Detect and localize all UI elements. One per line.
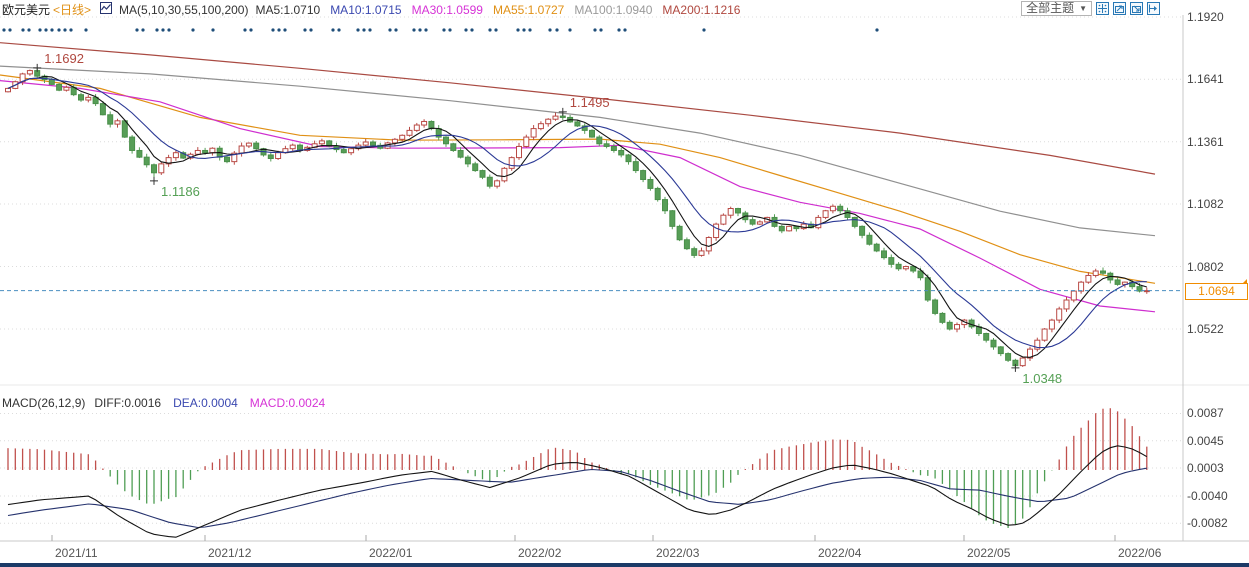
date-tick-label: 2022/04 xyxy=(818,546,862,560)
date-tick-label: 2022/06 xyxy=(1118,546,1162,560)
ma-legend-item: MA30:1.0599 xyxy=(411,2,483,17)
ma-legend-item: MA5:1.0710 xyxy=(255,2,321,17)
date-tick-label: 2021/11 xyxy=(55,546,98,560)
zoom-forward-icon[interactable] xyxy=(1130,2,1143,15)
macd-header: MACD(26,12,9) DIFF:0.0016 DEA:0.0004 MACD:… xyxy=(2,396,325,410)
price-tick-label: 1.1361 xyxy=(1187,134,1224,149)
price-tick-label: 1.0522 xyxy=(1187,322,1224,337)
date-tick-label: 2021/12 xyxy=(208,546,252,560)
macd-tick-label: 0.0003 xyxy=(1187,461,1224,476)
theme-dropdown[interactable]: 全部主题 ▼ xyxy=(1021,1,1092,16)
price-annotation: 1.1495 xyxy=(569,94,610,110)
price-annotation: 1.0348 xyxy=(1022,370,1063,386)
date-tick-label: 2022/03 xyxy=(656,546,700,560)
macd-tick-label: -0.0082 xyxy=(1187,516,1228,531)
date-tick-label: 2022/02 xyxy=(518,546,562,560)
price-tick-label: 1.1920 xyxy=(1187,10,1224,24)
crosshair-icon[interactable] xyxy=(1096,2,1109,15)
price-tick-label: 1.0802 xyxy=(1187,259,1224,274)
kline-icon xyxy=(100,2,113,17)
macd-legend-item: DIFF:0.0016 xyxy=(94,396,162,410)
ma-group-label: MA(5,10,30,55,100,200) xyxy=(119,2,249,17)
macd-legend-item: MACD:0.0024 xyxy=(249,396,326,410)
date-tick-label: 2022/01 xyxy=(369,546,413,560)
price-annotation: 1.1186 xyxy=(161,183,200,199)
ma-legend-item: MA55:1.0727 xyxy=(492,2,565,17)
price-annotation: 1.1692 xyxy=(44,50,84,66)
macd-tick-label: 0.0087 xyxy=(1187,406,1224,421)
ma-legend-item: MA100:1.0940 xyxy=(574,2,653,17)
macd-tick-label: -0.0040 xyxy=(1187,489,1228,503)
ma-legend-item: MA10:1.0715 xyxy=(330,2,402,17)
ma-legend: MA5:1.0710 MA10:1.0715 MA30:1.0599 MA55:1.0… xyxy=(255,3,740,17)
ma-legend-item: MA200:1.1216 xyxy=(662,2,741,17)
chevron-down-icon: ▼ xyxy=(1079,4,1087,13)
macd-params-label: MACD(26,12,9) xyxy=(2,396,86,410)
last-price-tag: 1.0694 xyxy=(1185,283,1248,300)
chart-header: 欧元美元 <日线> MA(5,10,30,55,100,200) MA5:1.0… xyxy=(2,1,740,18)
window-bottom-edge xyxy=(0,563,1249,567)
macd-tick-label: 0.0045 xyxy=(1187,433,1224,448)
chart-toolbar: 全部主题 ▼ xyxy=(1021,1,1160,16)
goto-latest-icon[interactable] xyxy=(1147,2,1160,15)
date-tick-label: 2022/05 xyxy=(967,546,1011,560)
period-label: <日线> xyxy=(53,3,92,17)
zoom-back-icon[interactable] xyxy=(1113,2,1126,15)
macd-values: DIFF:0.0016 DEA:0.0004 MACD:0.0024 xyxy=(94,396,325,410)
theme-dropdown-label: 全部主题 xyxy=(1026,1,1075,15)
price-tick-label: 1.1082 xyxy=(1187,197,1224,212)
macd-legend-item: DEA:0.0004 xyxy=(173,396,238,410)
symbol-name: 欧元美元 xyxy=(2,3,51,17)
price-tick-label: 1.1641 xyxy=(1187,72,1224,87)
